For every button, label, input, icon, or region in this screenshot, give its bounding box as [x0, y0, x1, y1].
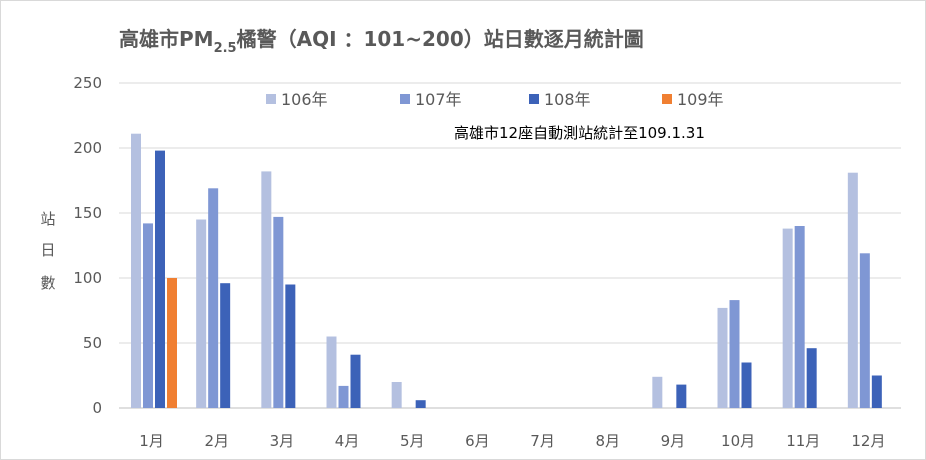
- x-tick-label: 8月: [595, 432, 620, 450]
- y-tick-label: 100: [73, 269, 102, 287]
- x-tick-label: 2月: [204, 432, 229, 450]
- bar: [273, 216, 284, 408]
- y-tick-label: 0: [92, 399, 102, 417]
- chart-title-subscript: 2.5: [214, 41, 237, 56]
- x-tick-label: 11月: [786, 432, 820, 450]
- x-tick-label: 10月: [721, 432, 755, 450]
- bar: [155, 150, 165, 408]
- legend-swatch: [529, 94, 539, 104]
- bar: [391, 382, 402, 408]
- legend-swatch: [662, 94, 672, 104]
- bars: [131, 133, 882, 408]
- bar: [196, 219, 207, 408]
- bar: [676, 384, 687, 408]
- x-tick-label: 7月: [530, 432, 555, 450]
- legend: 106年 107年 108年 109年: [266, 90, 724, 109]
- legend-label: 106年: [281, 90, 328, 109]
- bar: [350, 354, 361, 408]
- y-tick-label: 50: [83, 334, 102, 352]
- bar: [871, 375, 882, 408]
- bar: [285, 284, 296, 408]
- bar: [167, 278, 177, 408]
- chart-title-main: 高雄市PM: [119, 27, 214, 51]
- x-tick-label: 1月: [139, 432, 164, 450]
- x-tick-label: 12月: [851, 432, 885, 450]
- bar: [652, 376, 663, 408]
- bar: [859, 253, 870, 408]
- bar: [261, 171, 272, 408]
- x-tick-label: 4月: [335, 432, 360, 450]
- y-axis-label-char: 數: [40, 274, 55, 292]
- chart-title-rest: 橘警（AQI ：101~200）站日數逐月統計圖: [237, 27, 644, 51]
- bar: [338, 385, 349, 408]
- y-tick-label: 250: [73, 74, 102, 92]
- legend-label: 109年: [677, 90, 724, 109]
- y-axis-label-char: 站: [40, 210, 55, 228]
- bar: [131, 133, 141, 408]
- legend-label: 107年: [415, 90, 462, 109]
- gridlines: [119, 82, 901, 409]
- x-tick-label: 6月: [465, 432, 490, 450]
- y-tick-label: 200: [73, 139, 102, 157]
- annotation-note: 高雄市12座自動測站統計至109.1.31: [454, 124, 705, 142]
- bar: [220, 283, 231, 408]
- bar: [806, 348, 817, 408]
- bar: [782, 228, 793, 408]
- bar: [741, 362, 752, 408]
- bar: [143, 223, 153, 408]
- bar: [794, 226, 805, 408]
- x-axis-ticks: 1月 2月 3月 4月 5月 6月 7月 8月 9月 10月 11月 12月: [139, 432, 885, 450]
- bar: [847, 172, 858, 408]
- chart-title: 高雄市PM2.5橘警（AQI ：101~200）站日數逐月統計圖: [119, 27, 644, 56]
- bar: [326, 336, 337, 408]
- bar: [415, 400, 426, 408]
- bar: [208, 188, 219, 408]
- y-axis-ticks: 0 50 100 150 200 250: [73, 74, 102, 417]
- bar: [717, 307, 728, 408]
- x-tick-label: 9月: [661, 432, 686, 450]
- y-axis-label-char: 日: [40, 241, 55, 259]
- legend-swatch: [266, 94, 276, 104]
- bar: [729, 300, 740, 408]
- legend-label: 108年: [544, 90, 591, 109]
- y-tick-label: 150: [73, 204, 102, 222]
- x-tick-label: 5月: [400, 432, 425, 450]
- x-tick-label: 3月: [270, 432, 295, 450]
- legend-swatch: [400, 94, 410, 104]
- y-axis-label: 站 日 數: [40, 210, 55, 292]
